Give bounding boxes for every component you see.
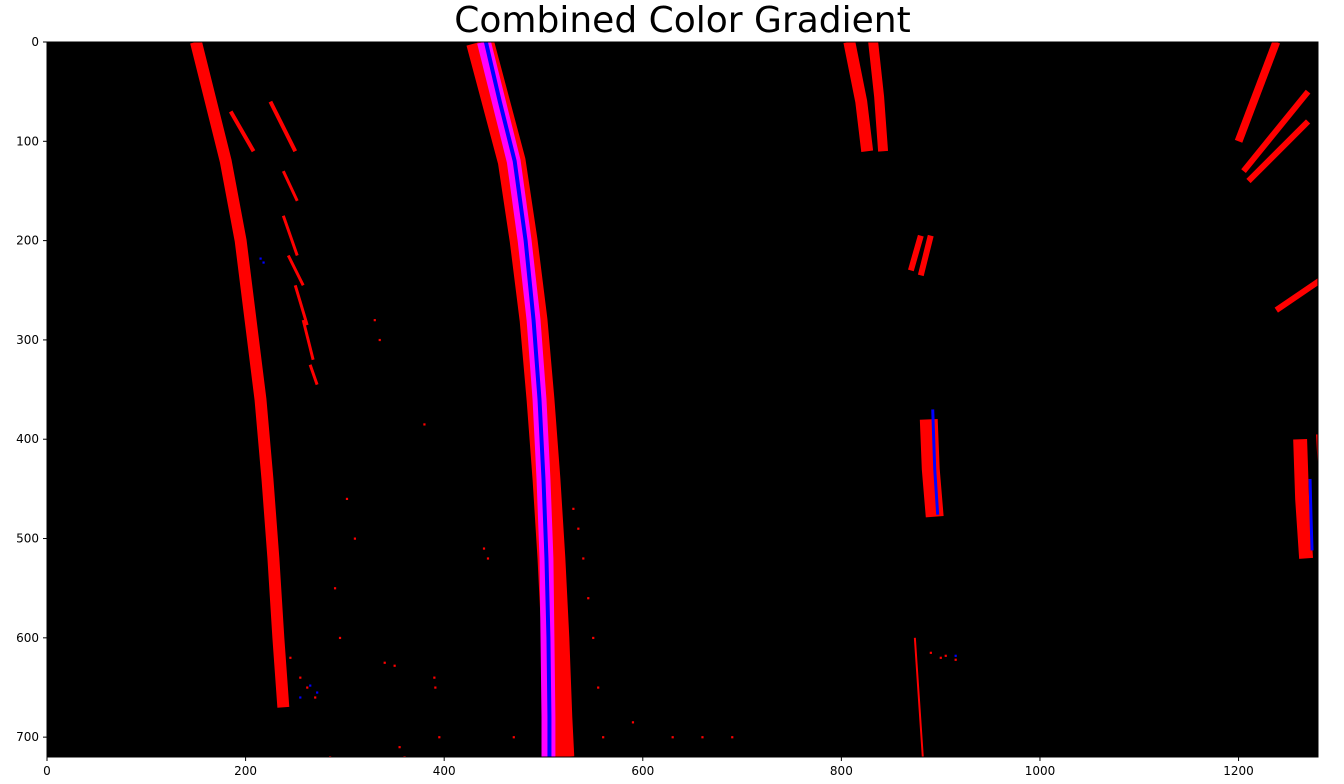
x-tick-label: 600 xyxy=(631,764,654,778)
red-speck xyxy=(486,557,490,560)
red-speck xyxy=(383,661,386,664)
red-speck xyxy=(577,527,580,530)
stroke-right-dash-low-red xyxy=(919,419,944,518)
blue-speck xyxy=(954,654,957,657)
red-speck xyxy=(582,557,585,560)
red-speck xyxy=(939,656,942,659)
stroke-left-lane-main xyxy=(190,42,290,708)
blue-speck xyxy=(316,691,319,694)
plot-area xyxy=(47,42,1318,757)
stroke-right-dash-mid-a xyxy=(908,234,924,272)
stroke-left-lane-fragment-5 xyxy=(286,254,305,286)
blue-speck xyxy=(299,696,302,699)
red-speck xyxy=(929,651,932,654)
red-speck xyxy=(671,736,674,739)
stroke-far-right-low-b xyxy=(1316,434,1318,471)
red-speck xyxy=(398,746,401,749)
red-speck xyxy=(944,654,947,657)
red-speck xyxy=(289,656,292,659)
stroke-far-right-top-c xyxy=(1246,119,1311,184)
stroke-right-dash-top-b xyxy=(868,42,889,152)
red-speck xyxy=(512,736,515,739)
red-speck xyxy=(562,726,565,729)
stroke-right-dash-mid-b xyxy=(917,234,934,277)
axes: 0 200 400 600 800 1000 1200 0 100 200 300 400 500 600… xyxy=(16,35,1319,778)
red-speck xyxy=(463,766,465,768)
red-speck xyxy=(314,696,317,699)
x-tick-label: 1000 xyxy=(1025,764,1056,778)
red-speck xyxy=(592,636,595,640)
y-tick-label: 300 xyxy=(16,333,39,347)
stroke-left-lane-fragment-1 xyxy=(228,110,256,153)
stroke-far-right-low-blue xyxy=(1308,478,1314,551)
y-tick-label: 600 xyxy=(16,631,39,645)
stroke-far-right-low-a xyxy=(1293,438,1314,559)
red-speck xyxy=(423,423,426,426)
y-tick-label: 100 xyxy=(16,134,39,148)
red-speck xyxy=(299,676,302,679)
image-marks xyxy=(190,42,1318,768)
red-speck xyxy=(642,761,644,763)
stroke-right-dash-top-a xyxy=(843,42,874,152)
red-speck xyxy=(631,721,635,724)
red-speck xyxy=(333,587,337,590)
red-speck xyxy=(306,686,309,689)
y-tick-label: 700 xyxy=(16,730,39,744)
y-tick-label: 400 xyxy=(16,432,39,446)
red-speck xyxy=(701,736,704,739)
red-speck xyxy=(434,686,437,689)
stroke-far-right-mid xyxy=(1274,278,1318,313)
red-speck xyxy=(597,686,600,689)
x-tick-label: 200 xyxy=(234,764,257,778)
stroke-right-dash-low-blue xyxy=(931,409,940,515)
red-speck xyxy=(572,507,575,510)
axes-frame xyxy=(46,41,1319,758)
red-speck xyxy=(393,664,396,667)
x-tick-label: 800 xyxy=(830,764,853,778)
stroke-left-lane-fragment-8 xyxy=(308,364,319,386)
red-speck xyxy=(433,676,436,679)
blue-speck xyxy=(262,261,265,264)
chart-title: Combined Color Gradient xyxy=(454,0,910,41)
red-speck xyxy=(345,497,349,501)
red-speck xyxy=(438,736,441,739)
stroke-left-lane-fragment-2 xyxy=(268,100,298,153)
red-speck xyxy=(731,736,734,739)
red-speck xyxy=(338,636,342,640)
red-speck xyxy=(482,547,486,550)
x-tick-label: 0 xyxy=(43,764,51,778)
red-speck xyxy=(587,597,590,600)
stroke-left-lane-fragment-6 xyxy=(293,284,309,326)
stroke-right-speck-line xyxy=(913,637,924,757)
red-speck xyxy=(353,537,357,540)
blue-speck xyxy=(259,257,262,260)
red-speck xyxy=(373,319,376,322)
stroke-far-right-top-b xyxy=(1241,89,1311,173)
red-speck xyxy=(954,658,957,661)
y-tick-label: 500 xyxy=(16,532,39,546)
stroke-left-lane-fragment-3 xyxy=(281,170,299,202)
stroke-left-lane-fragment-4 xyxy=(281,215,299,256)
y-tick-label: 200 xyxy=(16,234,39,248)
y-tick-label: 0 xyxy=(31,35,39,49)
stroke-center-lane-blue xyxy=(483,42,552,757)
stroke-left-lane-fragment-7 xyxy=(301,319,315,361)
x-tick-label: 400 xyxy=(433,764,456,778)
x-tick-label: 1200 xyxy=(1223,764,1254,778)
red-speck xyxy=(378,338,381,342)
red-speck xyxy=(602,736,605,739)
stroke-far-right-top-a xyxy=(1234,42,1281,143)
blue-speck xyxy=(309,684,312,687)
